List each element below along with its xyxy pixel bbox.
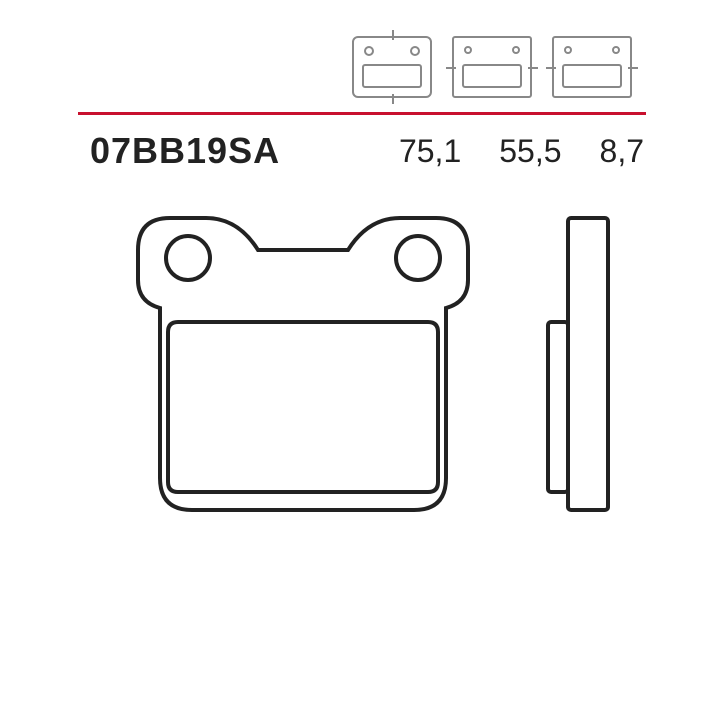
dimension-width: 75,1 <box>399 133 461 170</box>
side-view <box>548 218 608 510</box>
width-icon <box>352 36 432 98</box>
technical-diagram <box>78 210 646 664</box>
divider-line <box>78 112 646 115</box>
part-number: 07BB19SA <box>90 130 280 172</box>
thickness-icon <box>552 36 632 98</box>
brake-pad-svg <box>78 210 646 664</box>
dimensions: 75,1 55,5 8,7 <box>399 133 644 170</box>
measurements-row: 07BB19SA 75,1 55,5 8,7 <box>90 130 644 172</box>
dimension-icons <box>352 36 632 98</box>
dimension-thickness: 8,7 <box>600 133 644 170</box>
dimension-height: 55,5 <box>499 133 561 170</box>
front-view <box>138 218 468 510</box>
height-icon <box>452 36 532 98</box>
